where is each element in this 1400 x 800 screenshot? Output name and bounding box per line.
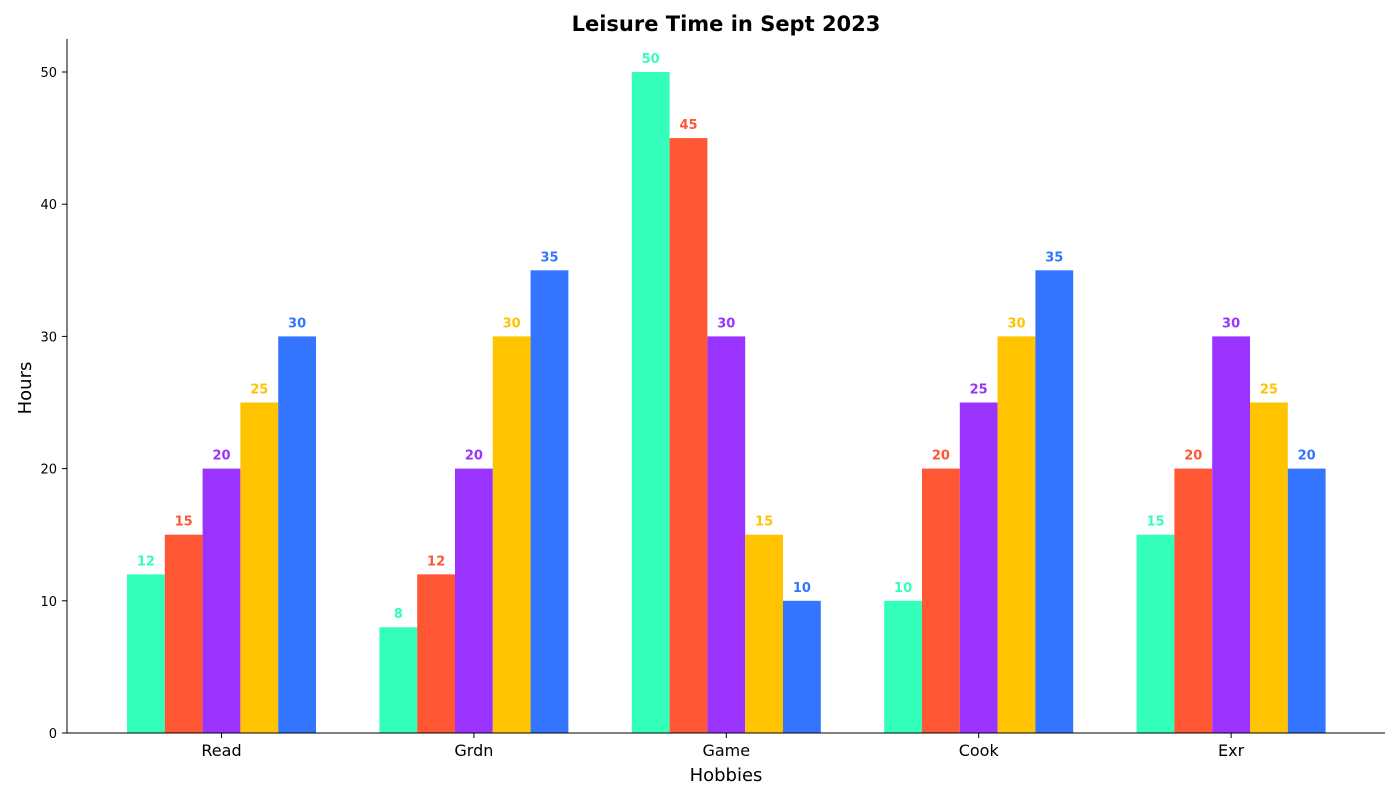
bar-read-series-2 [164, 534, 203, 733]
y-tick-label-10: 10 [40, 595, 57, 610]
bar-read-series-3 [202, 468, 241, 733]
x-tick-label-exr: Exr [1218, 741, 1245, 760]
bar-read-series-1 [127, 574, 165, 733]
bars-layer [127, 72, 1326, 734]
data-label-exr-series-5: 20 [1298, 449, 1316, 464]
bar-game-series-4 [745, 534, 783, 733]
bar-exr-series-4 [1250, 402, 1288, 733]
data-label-read-series-5: 30 [288, 316, 306, 331]
data-label-game-series-5: 10 [793, 581, 811, 596]
bar-cook-series-4 [997, 336, 1036, 733]
y-tick-label-40: 40 [40, 198, 57, 213]
data-label-exr-series-4: 25 [1260, 383, 1278, 398]
bar-grdn-series-3 [455, 468, 493, 733]
x-tick-label-read: Read [201, 741, 241, 760]
x-tick-label-grdn: Grdn [454, 741, 493, 760]
data-labels-layer: 12 15 20 25 30 8 12 20 30 35 50 45 30 15 10 10 20 25 30 35 1… [137, 52, 1316, 622]
bar-grdn-series-2 [417, 574, 455, 733]
data-label-game-series-4: 15 [755, 515, 773, 530]
data-label-cook-series-2: 20 [932, 449, 950, 464]
data-label-read-series-4: 25 [250, 383, 268, 398]
data-label-grdn-series-2: 12 [427, 554, 445, 569]
data-label-cook-series-1: 10 [894, 581, 912, 596]
y-axis-label: Hours [15, 362, 36, 415]
data-label-grdn-series-5: 35 [540, 250, 558, 265]
data-label-grdn-series-1: 8 [394, 607, 403, 622]
bar-grdn-series-1 [379, 627, 418, 733]
bar-game-series-1 [631, 72, 670, 733]
x-tick-label-cook: Cook [959, 741, 1000, 760]
ticks-layer: Read Grdn Game Cook Exr 0 10 20 30 40 50 [40, 66, 1244, 760]
chart-title: Leisure Time in Sept 2023 [572, 12, 881, 36]
bar-game-series-5 [783, 600, 821, 733]
bar-read-series-4 [240, 402, 279, 733]
bar-exr-series-3 [1212, 336, 1250, 733]
bar-exr-series-2 [1174, 468, 1213, 733]
data-label-read-series-2: 15 [175, 515, 193, 530]
data-label-exr-series-1: 15 [1146, 515, 1164, 530]
data-label-cook-series-3: 25 [970, 383, 988, 398]
x-axis-label: Hobbies [690, 765, 763, 786]
bar-exr-series-5 [1287, 468, 1326, 733]
bar-game-series-3 [707, 336, 746, 733]
data-label-read-series-1: 12 [137, 554, 155, 569]
bar-exr-series-1 [1136, 534, 1175, 733]
bar-cook-series-5 [1035, 270, 1074, 733]
y-tick-label-20: 20 [40, 463, 57, 478]
data-label-read-series-3: 20 [212, 449, 230, 464]
data-label-game-series-3: 30 [717, 316, 735, 331]
data-label-cook-series-5: 35 [1045, 250, 1063, 265]
bar-cook-series-1 [884, 600, 922, 733]
data-label-cook-series-4: 30 [1007, 316, 1025, 331]
y-tick-label-0: 0 [49, 727, 57, 742]
x-tick-label-game: Game [702, 741, 750, 760]
bar-game-series-2 [669, 138, 708, 734]
y-tick-label-30: 30 [40, 330, 57, 345]
data-label-exr-series-3: 30 [1222, 316, 1240, 331]
data-label-grdn-series-4: 30 [503, 316, 521, 331]
bar-grdn-series-4 [492, 336, 531, 733]
bar-grdn-series-5 [530, 270, 569, 733]
bar-cook-series-3 [959, 402, 998, 733]
bar-read-series-5 [278, 336, 316, 733]
y-tick-label-50: 50 [40, 66, 57, 81]
bar-cook-series-2 [922, 468, 960, 733]
data-label-grdn-series-3: 20 [465, 449, 483, 464]
data-label-game-series-1: 50 [642, 52, 660, 67]
data-label-game-series-2: 45 [679, 118, 697, 133]
data-label-exr-series-2: 20 [1184, 449, 1202, 464]
